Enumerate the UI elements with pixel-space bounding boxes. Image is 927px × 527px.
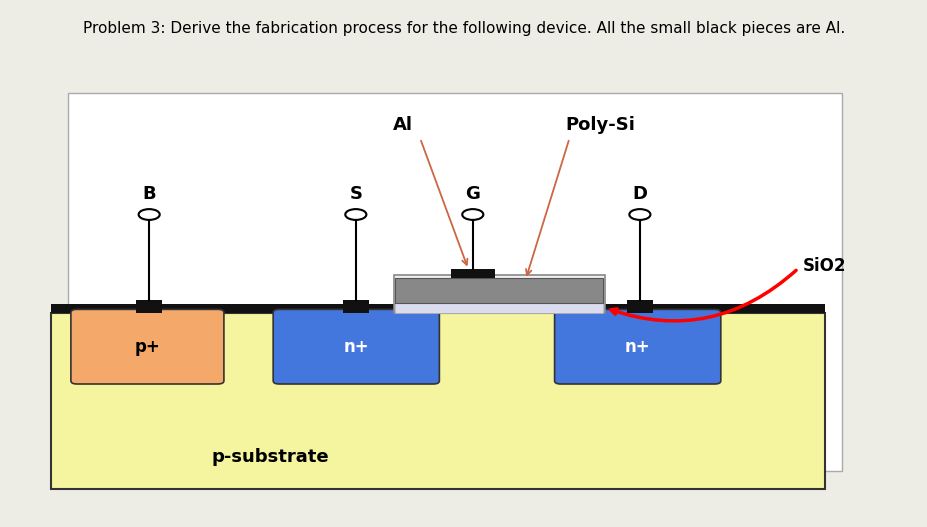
- Text: p+: p+: [134, 338, 160, 356]
- FancyBboxPatch shape: [70, 309, 223, 384]
- Text: n+: n+: [343, 338, 369, 356]
- Text: p-substrate: p-substrate: [211, 448, 329, 466]
- Text: S: S: [349, 186, 362, 203]
- Bar: [395, 302, 603, 313]
- Bar: [451, 269, 494, 278]
- Text: Al: Al: [392, 115, 412, 133]
- Bar: [393, 275, 604, 314]
- Text: D: D: [631, 186, 647, 203]
- Text: n+: n+: [624, 338, 650, 356]
- Bar: [51, 304, 824, 314]
- Text: SiO2: SiO2: [802, 257, 845, 275]
- FancyBboxPatch shape: [69, 93, 841, 471]
- Text: G: G: [464, 186, 479, 203]
- Bar: [342, 300, 369, 314]
- Bar: [136, 300, 162, 314]
- Bar: [626, 300, 653, 314]
- Text: Poly-Si: Poly-Si: [565, 115, 635, 133]
- FancyBboxPatch shape: [273, 309, 438, 384]
- Text: Problem 3: Derive the fabrication process for the following device. All the smal: Problem 3: Derive the fabrication proces…: [83, 21, 844, 36]
- Text: B: B: [142, 186, 156, 203]
- Bar: [51, 314, 824, 489]
- FancyBboxPatch shape: [554, 309, 720, 384]
- Bar: [395, 278, 603, 302]
